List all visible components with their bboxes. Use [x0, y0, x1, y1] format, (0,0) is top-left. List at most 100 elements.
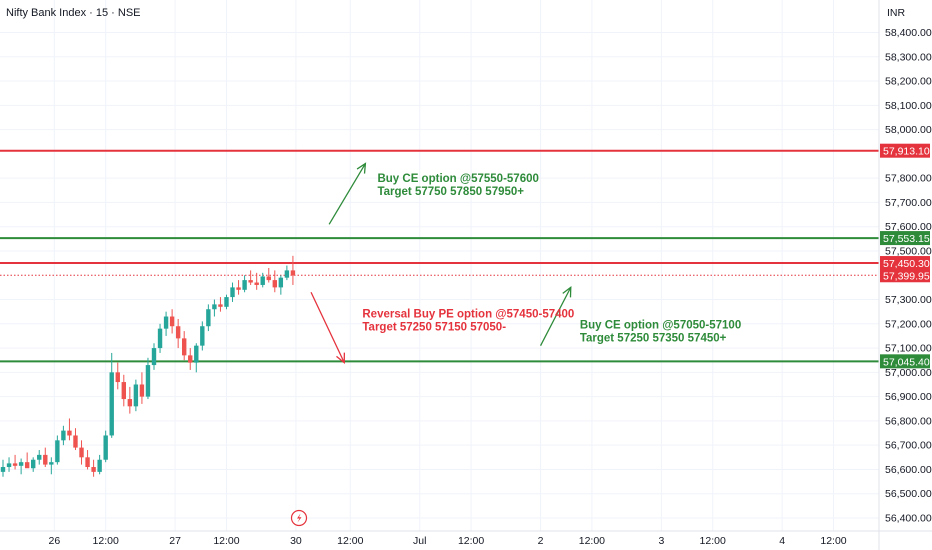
candle-bullish	[49, 462, 54, 465]
candles	[0, 255, 296, 477]
price-tick-label: 57,800.00	[885, 173, 932, 185]
trade-arrow-shaft	[539, 287, 572, 346]
candle-bearish	[85, 457, 90, 468]
time-tick-label: 12:00	[579, 535, 605, 547]
candle-bullish	[206, 309, 211, 327]
price-tag	[880, 268, 930, 283]
time-tick-label: 12:00	[213, 535, 239, 547]
candle-bullish	[145, 365, 151, 397]
price-tick-label: 57,500.00	[885, 245, 932, 257]
candle-bullish	[157, 328, 163, 349]
time-tick-label: 12:00	[458, 535, 484, 547]
trade-annotation-text: Target 57750 57850 57950+	[377, 186, 524, 198]
candle-bullish	[6, 463, 12, 468]
time-axis[interactable]: 26 12:00 27 12:00 30 12:00 Jul 12:00 2 12:00 3 12:0…	[48, 535, 846, 547]
price-tick-label: 58,100.00	[885, 100, 932, 112]
price-tag-label: 57,553.15	[883, 233, 930, 245]
candle-bearish	[24, 462, 30, 469]
candle-bullish	[31, 459, 36, 469]
price-tick-label: 57,200.00	[885, 318, 932, 330]
time-tick-label: 4	[779, 535, 785, 547]
candle-bullish	[97, 459, 102, 472]
candle-bullish	[212, 304, 217, 310]
candle-bullish	[278, 277, 284, 288]
price-tick-label: 57,700.00	[885, 197, 932, 209]
time-tick-label: 27	[169, 535, 181, 547]
candle-bullish	[163, 316, 169, 329]
price-tick-label: 57,000.00	[885, 367, 932, 379]
candle-bearish	[290, 270, 296, 276]
time-tick-label: 12:00	[700, 535, 726, 547]
price-tick-label: 58,000.00	[885, 124, 932, 136]
candle-bullish	[18, 462, 24, 466]
candle-bearish	[188, 355, 193, 363]
candle-bullish	[242, 280, 247, 290]
candle-bearish	[79, 447, 84, 458]
candle-bearish	[248, 280, 253, 283]
price-levels	[0, 149, 879, 363]
price-tick-label: 57,600.00	[885, 221, 932, 233]
candle-bullish	[230, 287, 235, 298]
price-tick-label: 56,700.00	[885, 440, 932, 452]
candle-bullish	[109, 372, 114, 436]
price-axis[interactable]: 58,400.00 58,300.00 58,200.00 58,100.00 58,0…	[885, 27, 932, 525]
candle-bullish	[151, 348, 157, 366]
trade-annotation-text: Buy CE option @57550-57600	[377, 173, 538, 185]
candle-bearish	[266, 276, 271, 281]
price-tick-label: 56,800.00	[885, 415, 932, 427]
price-tick-label: 56,600.00	[885, 464, 932, 476]
candle-bullish	[37, 454, 42, 460]
candle-bearish	[121, 382, 126, 400]
candle-bullish	[194, 345, 199, 363]
price-tick-label: 57,300.00	[885, 294, 932, 306]
trade-arrow-head	[356, 162, 367, 174]
trade-arrow-head	[562, 286, 572, 298]
time-tick-label: Jul	[413, 535, 426, 547]
candle-bearish	[236, 287, 241, 290]
candle-bearish	[91, 467, 96, 472]
time-tick-label: 2	[538, 535, 544, 547]
candle-bearish	[139, 384, 145, 397]
time-tick-label: 3	[658, 535, 664, 547]
currency-label: INR	[887, 7, 906, 19]
candle-bullish	[200, 326, 205, 346]
price-tag	[880, 256, 930, 271]
candle-bearish	[73, 435, 78, 448]
candle-bullish	[133, 384, 139, 407]
price-tag-label: 57,045.40	[883, 356, 930, 368]
trade-arrows	[310, 162, 572, 364]
candle-bearish	[169, 316, 175, 327]
candle-bearish	[272, 280, 277, 288]
price-tag	[880, 354, 930, 369]
price-tick-label: 56,400.00	[885, 513, 932, 525]
time-tick-label: 12:00	[93, 535, 119, 547]
candle-bullish	[224, 297, 229, 307]
candle-bearish	[182, 338, 187, 356]
price-tag-label: 57,913.10	[883, 146, 930, 158]
price-tag	[880, 231, 930, 246]
candle-bullish	[103, 435, 108, 460]
time-tick-label: 26	[48, 535, 60, 547]
candle-bearish	[218, 304, 223, 307]
candle-bearish	[127, 399, 133, 407]
trade-annotation-text: Target 57250 57150 57050-	[362, 322, 506, 334]
candle-bullish	[260, 276, 265, 285]
grid	[0, 0, 879, 531]
trade-arrow-shaft	[328, 163, 366, 225]
candle-bearish	[254, 282, 259, 285]
time-tick-label: 30	[290, 535, 302, 547]
price-tick-label: 58,200.00	[885, 76, 932, 88]
chart-title: Nifty Bank Index · 15 · NSE	[6, 7, 141, 19]
price-tick-label: 58,400.00	[885, 27, 932, 39]
time-tick-label: 12:00	[820, 535, 846, 547]
candle-bearish	[115, 372, 120, 383]
candle-bearish	[12, 463, 18, 466]
candle-bullish	[61, 430, 66, 441]
price-tick-label: 56,500.00	[885, 488, 932, 500]
dividend-event-icon[interactable]	[290, 509, 308, 527]
price-tick-label: 58,300.00	[885, 51, 932, 63]
trade-annotation-text: Target 57250 57350 57450+	[580, 333, 727, 345]
